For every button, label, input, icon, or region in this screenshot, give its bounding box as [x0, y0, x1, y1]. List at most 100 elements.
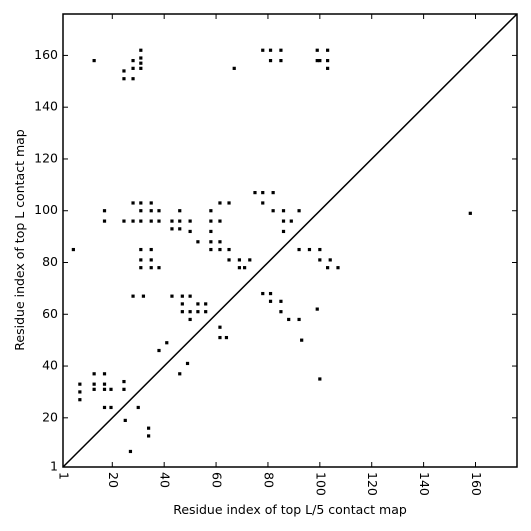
contact-point: [122, 387, 126, 391]
contact-point: [204, 310, 208, 314]
y-tick-label: 20: [42, 409, 58, 424]
contact-point: [139, 61, 143, 65]
contact-point: [157, 219, 161, 223]
contact-point: [218, 335, 222, 340]
contact-point: [122, 69, 126, 73]
contact-point: [178, 219, 182, 223]
contact-point: [281, 229, 286, 234]
contact-point: [289, 219, 293, 223]
contact-point: [149, 219, 153, 223]
contact-point: [318, 258, 322, 262]
contact-point: [268, 299, 273, 303]
contact-point: [297, 247, 301, 252]
contact-point: [287, 317, 291, 322]
contact-point: [227, 247, 231, 252]
contact-point: [157, 348, 161, 353]
contact-point: [297, 317, 301, 322]
y-tick-label: 100: [34, 202, 58, 217]
contact-point: [188, 294, 192, 298]
contact-point: [170, 294, 174, 298]
x-tick-label: 60: [210, 472, 225, 488]
contact-point: [188, 317, 192, 322]
y-tick-label: 120: [34, 150, 58, 165]
contact-point: [139, 266, 143, 270]
contact-point: [318, 58, 322, 63]
contact-point: [157, 209, 161, 213]
y-tick-label: 80: [42, 254, 58, 269]
contact-point: [136, 405, 140, 410]
contact-point: [178, 227, 182, 231]
contact-point: [468, 211, 472, 215]
contact-point: [139, 56, 143, 60]
contact-point: [102, 209, 107, 213]
contact-point: [139, 258, 143, 262]
contact-point: [268, 48, 273, 52]
contact-point: [315, 58, 319, 63]
contact-point: [261, 291, 265, 296]
contact-point: [188, 229, 192, 234]
contact-point: [178, 372, 182, 376]
contact-point: [149, 201, 153, 205]
contact-point: [196, 240, 200, 244]
contact-point: [139, 247, 143, 252]
contact-point: [261, 48, 265, 52]
contact-point: [279, 58, 283, 63]
contact-point: [102, 219, 107, 223]
contact-point: [149, 258, 153, 262]
contact-point: [218, 247, 222, 252]
contact-point: [218, 325, 222, 329]
contact-point: [196, 310, 200, 314]
contact-point: [279, 48, 283, 52]
contact-point: [261, 201, 265, 205]
contact-point: [297, 209, 301, 213]
contact-point: [123, 418, 127, 423]
contact-point: [149, 209, 153, 213]
contact-point: [261, 191, 265, 195]
contact-point: [131, 201, 135, 205]
x-tick-label: 140: [417, 472, 432, 496]
contact-point: [204, 302, 208, 306]
contact-point: [131, 294, 135, 298]
contact-point: [326, 58, 330, 63]
y-tick-label: 140: [34, 99, 58, 114]
x-axis-label: Residue index of top L/5 contact map: [173, 502, 407, 517]
contact-point: [165, 341, 169, 345]
x-tick-label: 20: [106, 472, 121, 488]
y-tick-label: 60: [42, 306, 58, 321]
contact-point: [232, 66, 236, 70]
contact-point: [131, 66, 135, 70]
contact-point: [336, 266, 340, 270]
y-tick-label: 160: [34, 47, 58, 62]
contact-point: [227, 258, 231, 262]
contact-point: [109, 405, 113, 410]
contact-point: [102, 372, 107, 376]
contact-point: [92, 58, 96, 63]
contact-point: [326, 66, 330, 70]
contact-point: [92, 387, 96, 391]
contact-point: [122, 219, 126, 223]
x-tick-label: 160: [469, 472, 484, 496]
contact-point: [122, 77, 126, 81]
contact-point: [149, 266, 153, 270]
contact-point: [315, 307, 319, 311]
contact-point: [209, 209, 213, 213]
x-tick-label: 120: [365, 472, 380, 496]
contact-point: [209, 240, 213, 244]
contact-point: [227, 201, 231, 205]
contact-point: [328, 258, 332, 262]
contact-point: [281, 219, 286, 223]
contact-point: [209, 229, 213, 234]
diagonal: [62, 13, 518, 468]
contact-point: [78, 390, 82, 394]
contact-point: [218, 219, 222, 223]
contact-point: [180, 310, 184, 314]
contact-point: [185, 361, 190, 366]
x-tick-label: 100: [313, 472, 328, 496]
contact-point: [248, 258, 252, 262]
contact-point: [78, 382, 82, 386]
contact-point: [102, 405, 107, 410]
contact-point: [281, 209, 286, 213]
contact-point: [139, 209, 143, 213]
contact-point: [268, 58, 273, 63]
contact-point: [170, 227, 174, 231]
